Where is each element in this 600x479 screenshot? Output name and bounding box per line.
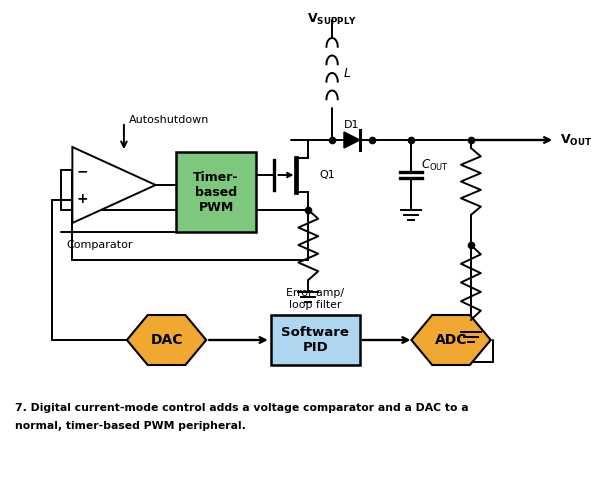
Text: −: − bbox=[76, 164, 88, 178]
Text: Error amp/
loop filter: Error amp/ loop filter bbox=[286, 288, 344, 310]
FancyBboxPatch shape bbox=[176, 152, 256, 232]
Text: L: L bbox=[344, 67, 351, 80]
Text: $\mathbf{V}_{\mathbf{OUT}}$: $\mathbf{V}_{\mathbf{OUT}}$ bbox=[560, 133, 592, 148]
Text: DAC: DAC bbox=[150, 333, 183, 347]
Text: D1: D1 bbox=[344, 120, 359, 130]
Text: Software
PID: Software PID bbox=[281, 326, 349, 354]
Text: Q1: Q1 bbox=[319, 170, 335, 180]
Text: Timer-
based
PWM: Timer- based PWM bbox=[193, 171, 239, 214]
Polygon shape bbox=[344, 132, 360, 148]
Polygon shape bbox=[127, 315, 206, 365]
Text: $C_{\mathsf{OUT}}$: $C_{\mathsf{OUT}}$ bbox=[421, 158, 449, 172]
Text: normal, timer-based PWM peripheral.: normal, timer-based PWM peripheral. bbox=[15, 421, 246, 431]
Text: $\mathbf{V}_{\mathbf{SUPPLY}}$: $\mathbf{V}_{\mathbf{SUPPLY}}$ bbox=[307, 12, 357, 27]
Polygon shape bbox=[412, 315, 491, 365]
Text: Comparator: Comparator bbox=[66, 240, 133, 250]
Text: Autoshutdown: Autoshutdown bbox=[129, 115, 209, 125]
Text: 7. Digital current-mode control adds a voltage comparator and a DAC to a: 7. Digital current-mode control adds a v… bbox=[15, 403, 469, 413]
Polygon shape bbox=[73, 147, 155, 223]
Text: +: + bbox=[76, 192, 88, 206]
FancyBboxPatch shape bbox=[271, 315, 360, 365]
Text: ADC: ADC bbox=[435, 333, 467, 347]
